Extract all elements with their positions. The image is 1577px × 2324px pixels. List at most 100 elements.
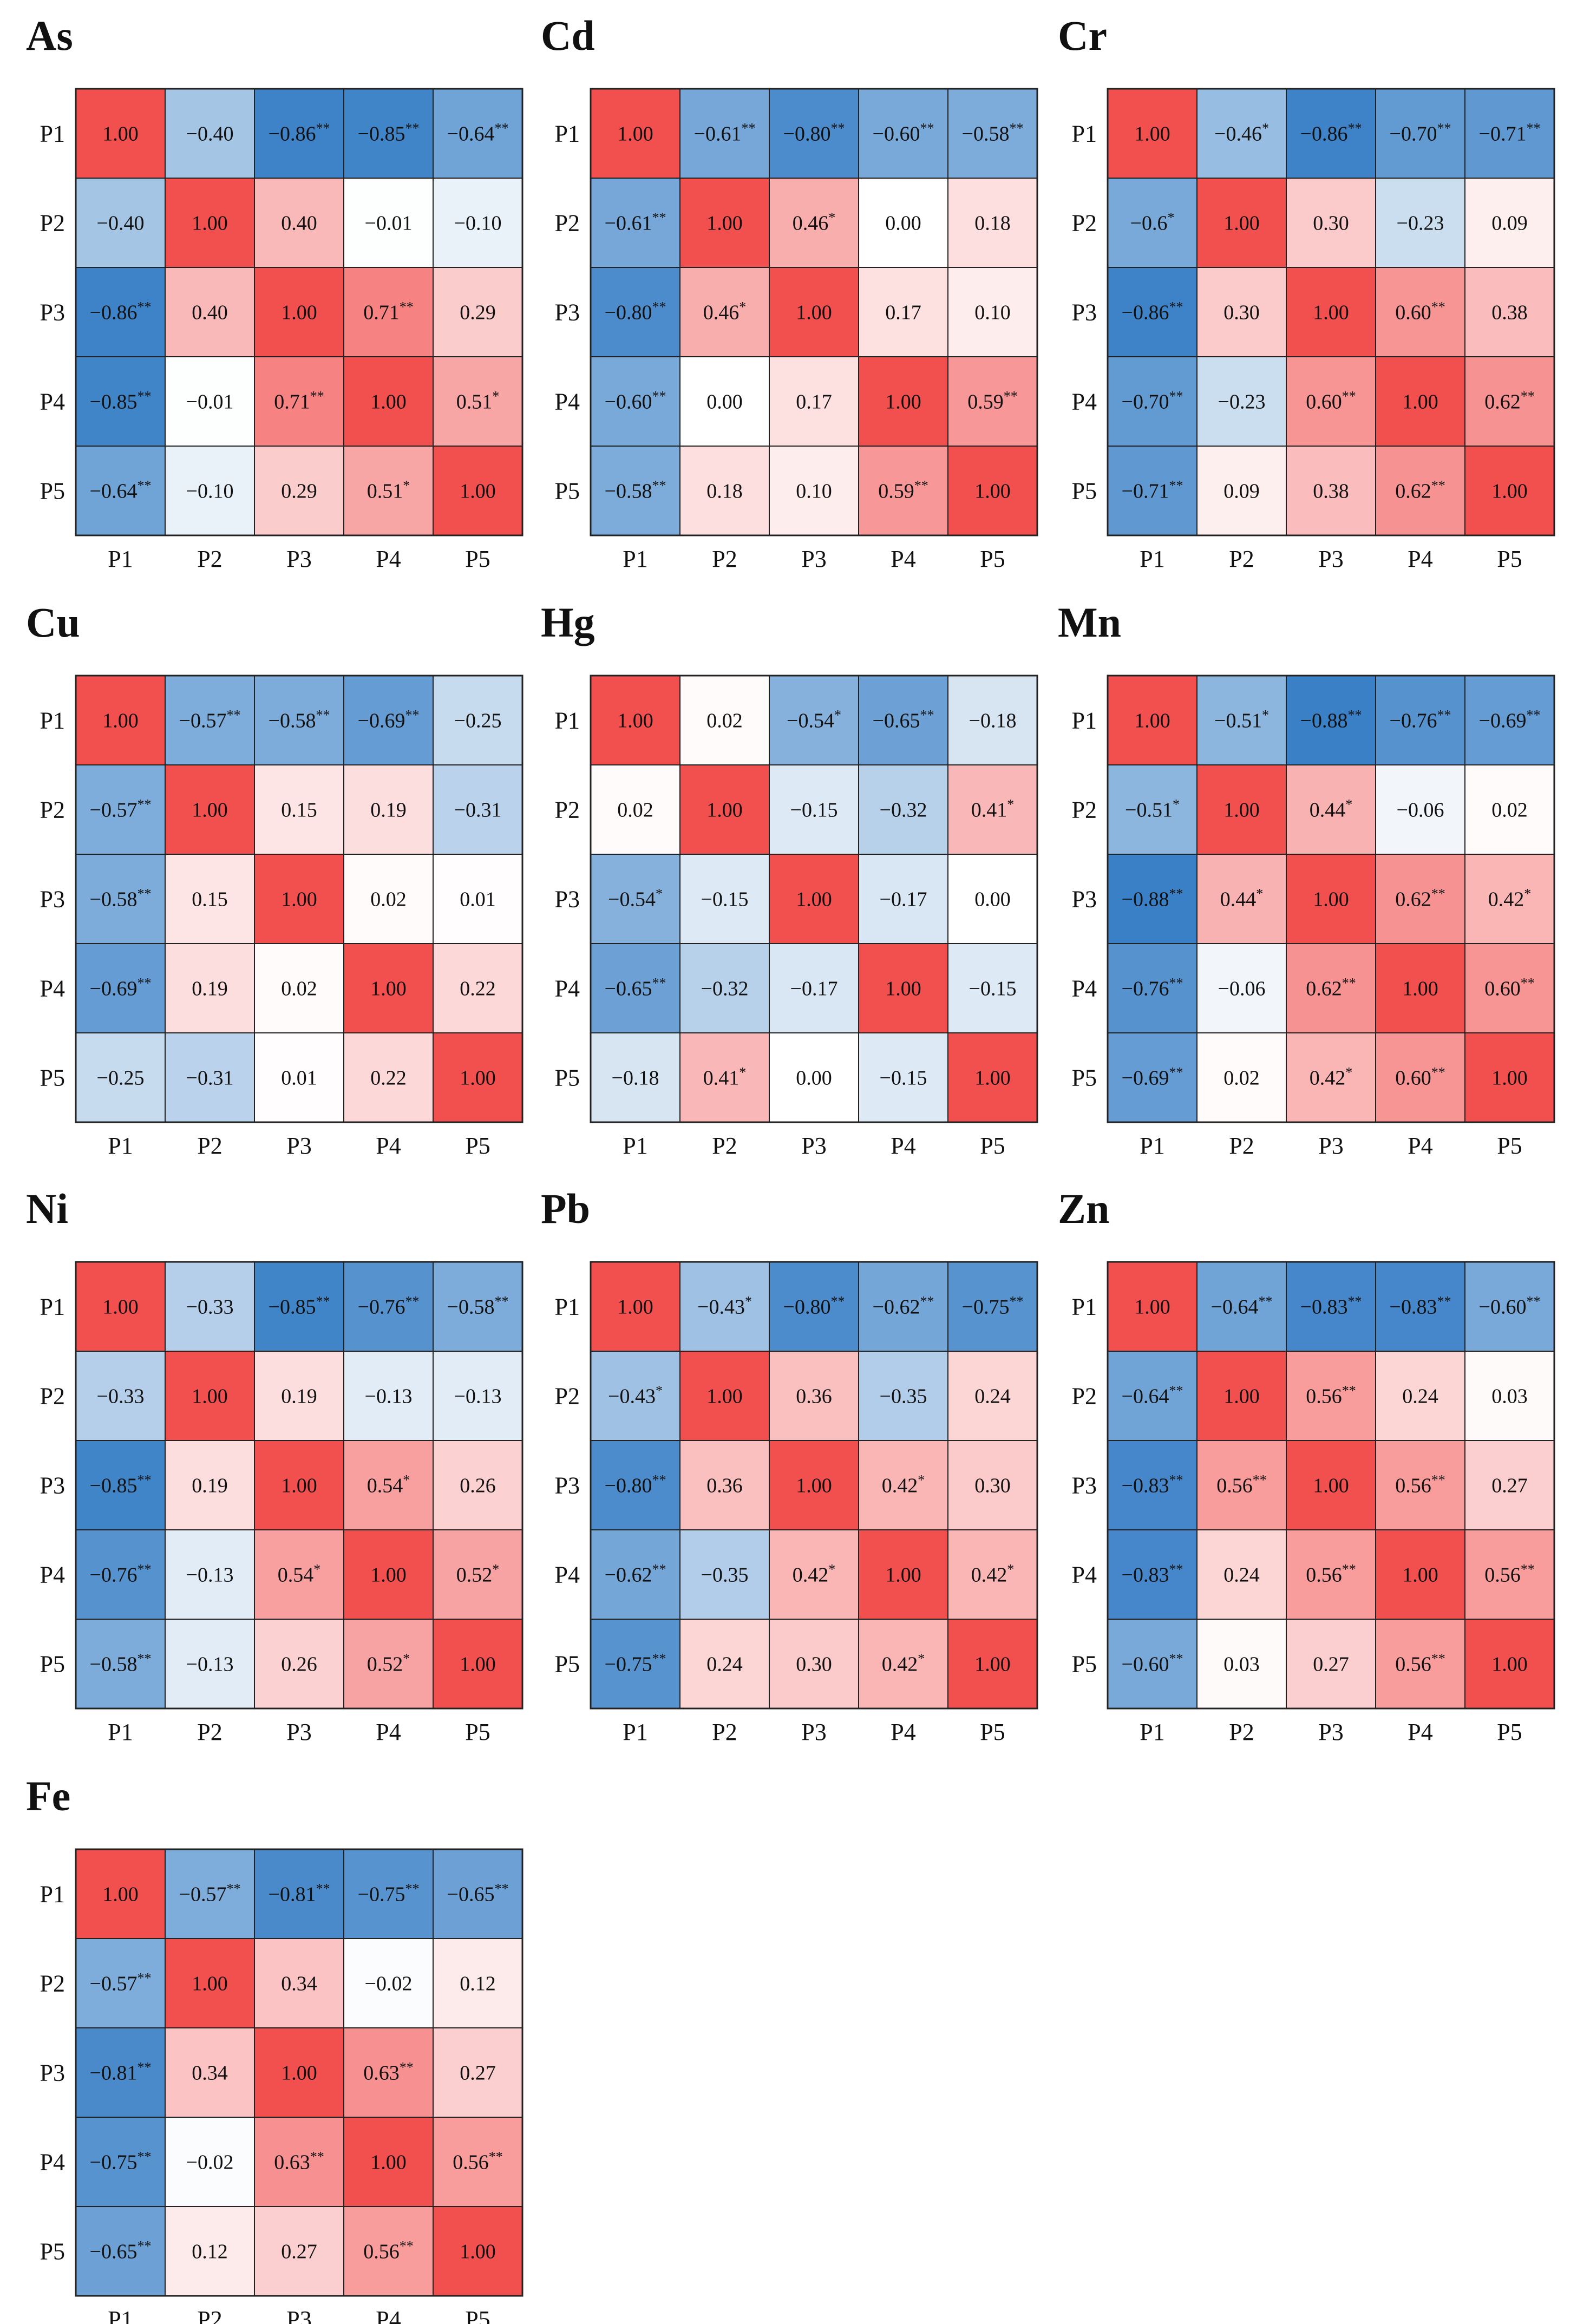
heatmap-panel-cd: Cd 1.00 −0.61** −0.80** −0.60** −0.58** −0.61*… <box>541 12 1038 572</box>
heatmap-cell <box>1286 1619 1376 1709</box>
significance-marker: ** <box>914 478 928 494</box>
heatmap-cell <box>75 1440 166 1530</box>
heatmap-cell <box>590 764 680 855</box>
heatmap-frame <box>1107 88 1555 536</box>
cell-value-label: 0.41* <box>971 797 1015 822</box>
heatmap-cell <box>1375 267 1465 357</box>
significance-marker: * <box>1007 797 1014 813</box>
heatmap-cell <box>1196 88 1287 179</box>
column-label: P2 <box>197 546 222 572</box>
cell-value-label: −0.69** <box>358 708 420 732</box>
column-label: P3 <box>286 2306 311 2324</box>
column-label: P4 <box>1408 546 1432 572</box>
cell-value-label: 1.00 <box>102 1296 139 1319</box>
cell-value-label: 0.46* <box>703 299 747 324</box>
cell-value-label: −0.75** <box>90 2149 152 2174</box>
cell-value-label: −0.06 <box>1397 799 1444 822</box>
cell-value-label: 1.00 <box>460 2241 496 2263</box>
significance-marker: ** <box>137 886 151 902</box>
significance-marker: ** <box>137 1472 151 1488</box>
heatmap-cell <box>1375 446 1465 536</box>
cell-value-label: 0.42* <box>793 1562 836 1587</box>
heatmap-cell <box>254 1351 344 1441</box>
heatmap-cell <box>679 943 770 1033</box>
heatmap-cell <box>165 1032 255 1123</box>
cell-value-label: 1.00 <box>974 480 1011 503</box>
heatmap-frame <box>590 1261 1038 1710</box>
heatmap-cell <box>769 1032 859 1123</box>
heatmap-cell <box>433 675 523 765</box>
cell-value-label: 0.15 <box>281 799 317 822</box>
cell-value-label: −0.58** <box>447 1294 509 1319</box>
cell-value-label: −0.13 <box>365 1385 413 1408</box>
heatmap-cell <box>1286 675 1376 765</box>
panel-title: Pb <box>541 1185 590 1232</box>
cell-value-label: −0.13 <box>454 1385 502 1408</box>
heatmap-cell <box>433 178 523 268</box>
cell-value-label: −0.65** <box>605 976 666 1000</box>
cell-value-label: −0.86** <box>269 121 330 146</box>
significance-marker: * <box>1345 797 1352 813</box>
cell-value-label: −0.80** <box>605 1472 666 1497</box>
column-label: P4 <box>376 546 401 572</box>
heatmap-cell <box>679 1261 770 1352</box>
cell-value-label: −0.75** <box>605 1651 666 1676</box>
significance-marker: ** <box>489 2149 503 2165</box>
cell-value-label: 1.00 <box>1313 302 1349 324</box>
significance-marker: ** <box>652 1562 666 1577</box>
cell-value-label: −0.65** <box>873 708 934 732</box>
column-label: P4 <box>376 1719 401 1745</box>
cell-value-label: 0.18 <box>706 480 743 503</box>
cell-value-label: −0.60** <box>1479 1294 1541 1319</box>
heatmap-cell <box>75 1529 166 1620</box>
cell-value-label: −0.64** <box>447 121 509 146</box>
heatmap-cell <box>947 943 1038 1033</box>
cell-value-label: 0.00 <box>974 888 1011 911</box>
cell-value-label: −0.65** <box>90 2238 152 2263</box>
significance-marker: ** <box>137 2060 151 2076</box>
row-label: P2 <box>1072 1383 1097 1410</box>
cell-value-label: −0.01 <box>365 212 413 235</box>
cell-value-label: 1.00 <box>370 2151 407 2174</box>
cell-value-label: 1.00 <box>102 1883 139 1906</box>
cell-value-label: 1.00 <box>460 480 496 503</box>
row-label: P3 <box>555 886 580 913</box>
heatmap-cell <box>433 2117 523 2207</box>
significance-marker: ** <box>405 1294 419 1310</box>
heatmap-cell <box>769 446 859 536</box>
column-label: P5 <box>1497 1132 1522 1159</box>
row-label: P2 <box>555 210 580 237</box>
cell-value-label: −0.02 <box>186 2151 234 2174</box>
significance-marker: ** <box>1521 976 1535 991</box>
row-label: P4 <box>40 976 65 1002</box>
cell-value-label: −0.51* <box>1125 797 1180 822</box>
cell-value-label: −0.02 <box>365 1973 413 1995</box>
significance-marker: ** <box>1521 389 1535 404</box>
heatmap-cell <box>1464 1261 1555 1352</box>
column-label: P2 <box>712 1132 737 1159</box>
significance-marker: ** <box>1347 1294 1362 1310</box>
cell-value-label: 1.00 <box>102 123 139 146</box>
heatmap-cell <box>254 1529 344 1620</box>
heatmap-panel-cr: Cr 1.00 −0.46* −0.86** −0.70** −0.71** −0.6* 1.… <box>1058 12 1555 572</box>
cell-value-label: 0.01 <box>460 888 496 911</box>
cell-value-label: −0.86** <box>90 299 152 324</box>
significance-marker: ** <box>1169 1562 1183 1577</box>
cell-value-label: 1.00 <box>706 1385 743 1408</box>
significance-marker: ** <box>310 389 324 404</box>
cell-value-label: 1.00 <box>796 302 832 324</box>
cell-value-label: 0.62** <box>1306 976 1356 1000</box>
heatmap-frame <box>1107 1261 1555 1710</box>
column-label: P1 <box>108 546 133 572</box>
significance-marker: ** <box>652 1472 666 1488</box>
cell-value-label: −0.32 <box>701 978 749 1000</box>
cell-value-label: −0.60** <box>1122 1651 1183 1676</box>
row-label: P3 <box>1072 1472 1097 1499</box>
significance-marker: ** <box>741 121 755 136</box>
cell-value-label: 1.00 <box>617 710 653 732</box>
column-label: P3 <box>801 546 826 572</box>
heatmap-cell <box>858 1351 948 1441</box>
cell-value-label: −0.58** <box>605 478 666 503</box>
cell-value-label: −0.71** <box>1479 121 1541 146</box>
heatmap-cell <box>254 446 344 536</box>
